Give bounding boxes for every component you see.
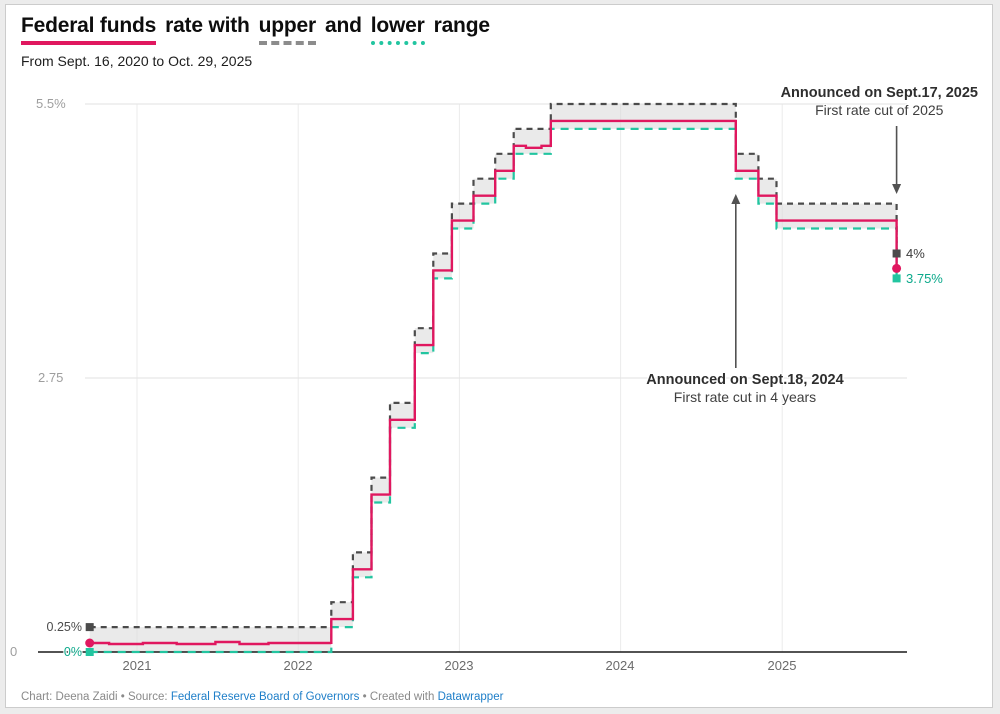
x-tick-label-2024: 2024 bbox=[605, 658, 635, 673]
annotation-2025-line2: First rate cut of 2025 bbox=[815, 102, 944, 118]
title-word: upper bbox=[258, 13, 316, 45]
end-upper-value-label: 4% bbox=[906, 246, 925, 261]
annotation-2024-line1: Announced on Sept.18, 2024 bbox=[646, 372, 844, 388]
chart-subtitle: From Sept. 16, 2020 to Oct. 29, 2025 bbox=[21, 53, 253, 69]
x-tick-label-2023: 2023 bbox=[444, 658, 474, 673]
title-word: lower bbox=[370, 13, 425, 45]
start-lower-value-label: 0% bbox=[63, 645, 82, 659]
y-tick-label-middle: 2.75 bbox=[38, 370, 64, 385]
footer-chart-credit: Chart: Deena Zaidi bbox=[21, 691, 118, 703]
y-tick-label-top: 5.5% bbox=[36, 96, 66, 111]
annotation-2025-line1: Announced on Sept.17, 2025 bbox=[780, 85, 978, 101]
x-tick-label-2022: 2022 bbox=[283, 658, 313, 673]
footer-datawrapper-link[interactable]: Datawrapper bbox=[437, 691, 504, 703]
x-tick-label-2021: 2021 bbox=[122, 658, 152, 673]
footer-separator-1: • bbox=[120, 691, 125, 703]
footer-source-link[interactable]: Federal Reserve Board of Governors bbox=[170, 691, 360, 703]
chart-title: Federal funds rate with upper and lower range bbox=[21, 13, 490, 45]
footer-created-label: Created with bbox=[369, 691, 435, 703]
title-word: Federal funds bbox=[21, 13, 156, 45]
x-tick-label-2025: 2025 bbox=[767, 658, 797, 673]
annotation-2024-line2: First rate cut in 4 years bbox=[673, 389, 817, 405]
start-upper-value-label: 0.25% bbox=[46, 620, 82, 634]
footer-separator-2: • bbox=[362, 691, 367, 703]
title-word: and bbox=[325, 14, 362, 37]
end-lower-value-label: 3.75% bbox=[906, 271, 943, 286]
title-word: rate with bbox=[165, 14, 250, 37]
annotation-2025: Announced on Sept.17, 2025 First rate cu… bbox=[781, 85, 978, 119]
footer-byline: Chart: Deena Zaidi • Source: Federal Res… bbox=[21, 691, 503, 703]
annotation-2024: Announced on Sept.18, 2024 First rate cu… bbox=[625, 372, 865, 406]
footer-source-label: Source: bbox=[127, 691, 168, 703]
y-tick-label-zero: 0 bbox=[10, 644, 18, 659]
title-word: range bbox=[433, 14, 490, 37]
